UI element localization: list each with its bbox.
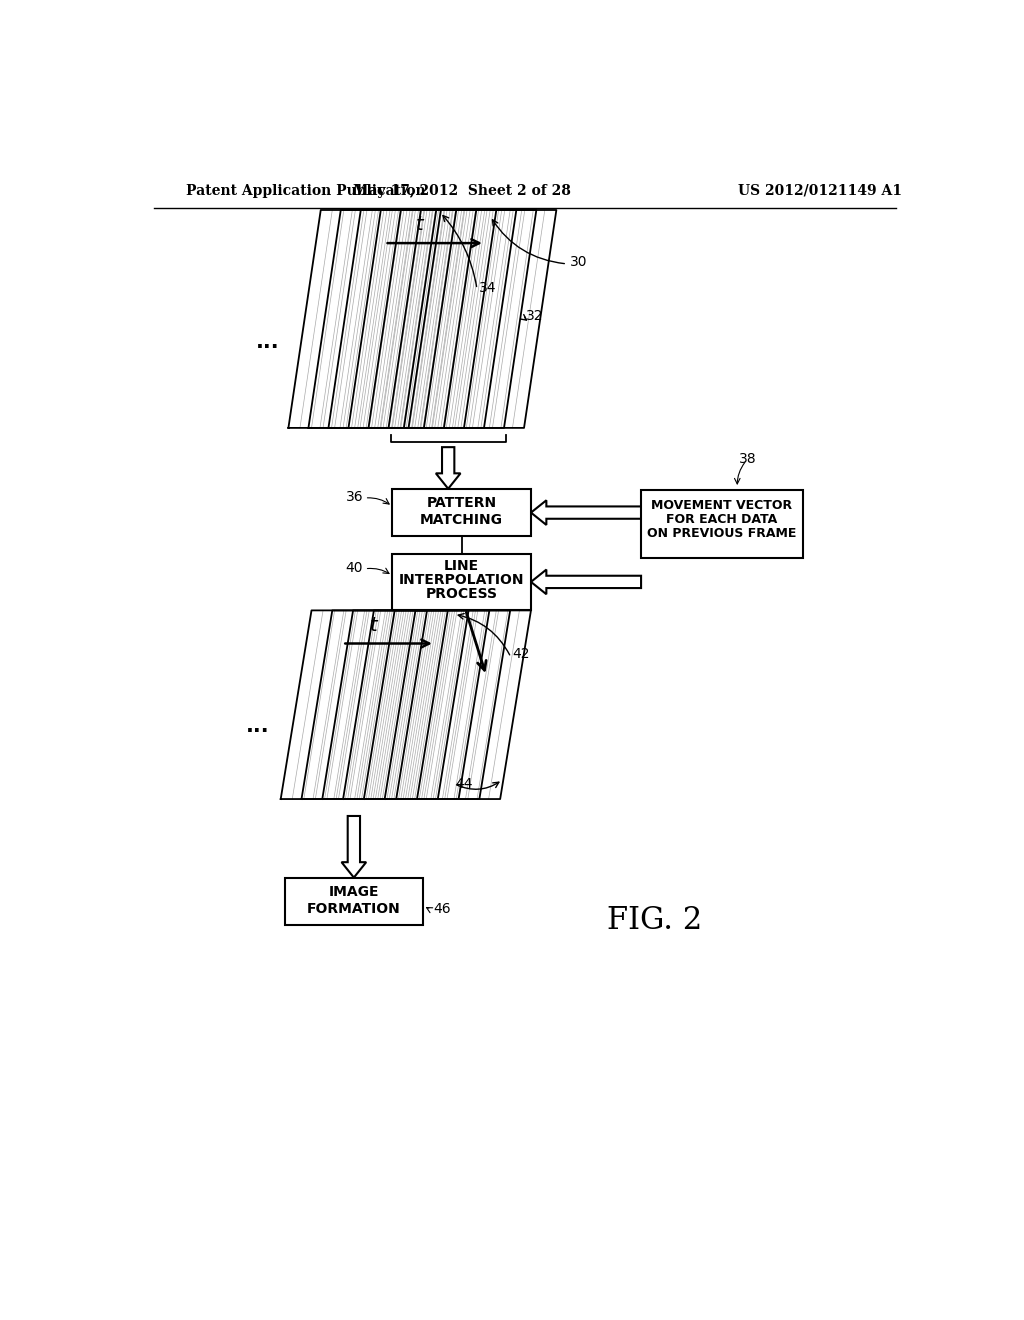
Text: ...: ... — [246, 715, 269, 735]
Polygon shape — [531, 500, 641, 525]
Text: 34: 34 — [478, 281, 496, 294]
Text: 42: 42 — [512, 647, 530, 661]
Text: MOVEMENT VECTOR: MOVEMENT VECTOR — [651, 499, 793, 512]
Text: t: t — [416, 215, 423, 234]
FancyBboxPatch shape — [641, 490, 803, 558]
Text: 36: 36 — [345, 490, 364, 504]
Text: May 17, 2012  Sheet 2 of 28: May 17, 2012 Sheet 2 of 28 — [352, 183, 570, 198]
Text: t: t — [370, 616, 377, 635]
Text: FOR EACH DATA: FOR EACH DATA — [667, 513, 777, 527]
Text: FORMATION: FORMATION — [307, 902, 400, 916]
FancyBboxPatch shape — [285, 878, 423, 925]
Text: 30: 30 — [569, 255, 587, 269]
Text: 40: 40 — [346, 561, 364, 576]
Polygon shape — [531, 570, 641, 594]
FancyBboxPatch shape — [392, 488, 531, 536]
Text: 32: 32 — [525, 309, 543, 323]
Text: US 2012/0121149 A1: US 2012/0121149 A1 — [737, 183, 902, 198]
Text: LINE: LINE — [444, 560, 479, 573]
Text: ...: ... — [256, 331, 280, 351]
Text: Patent Application Publication: Patent Application Publication — [186, 183, 426, 198]
Text: MATCHING: MATCHING — [420, 513, 503, 527]
FancyBboxPatch shape — [392, 554, 531, 610]
Text: 38: 38 — [739, 451, 757, 466]
Text: PROCESS: PROCESS — [426, 587, 498, 601]
Text: INTERPOLATION: INTERPOLATION — [399, 573, 524, 586]
Text: ON PREVIOUS FRAME: ON PREVIOUS FRAME — [647, 527, 797, 540]
Text: 44: 44 — [456, 776, 473, 791]
Text: 46: 46 — [433, 902, 451, 916]
Polygon shape — [436, 447, 461, 488]
Text: FIG. 2: FIG. 2 — [606, 906, 701, 936]
Text: PATTERN: PATTERN — [427, 496, 497, 511]
Text: IMAGE: IMAGE — [329, 886, 379, 899]
Polygon shape — [342, 816, 367, 878]
